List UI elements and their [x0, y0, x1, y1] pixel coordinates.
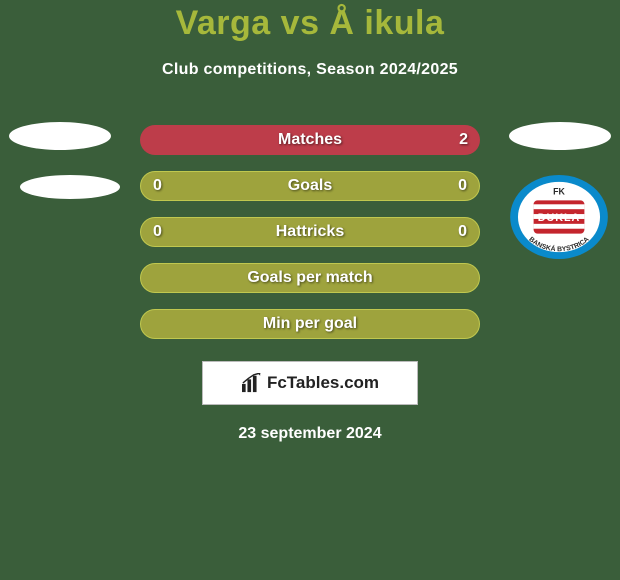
stat-row: Min per goal — [140, 309, 480, 339]
stat-label: Matches — [278, 131, 342, 149]
stat-label: Hattricks — [276, 223, 344, 241]
date-text: 23 september 2024 — [0, 425, 620, 443]
right-player-badge-placeholder — [509, 122, 611, 150]
stat-value-right: 2 — [459, 131, 468, 149]
left-player-badge-placeholder — [9, 122, 111, 150]
stat-value-right: 0 — [458, 223, 467, 241]
stats-area: FK DUKLA BANSKÁ BYSTRICA Matches20Goals0… — [0, 125, 620, 339]
page-title: Varga vs Å ikula — [0, 0, 620, 43]
stat-value-left: 0 — [153, 177, 162, 195]
stat-value-right: 0 — [458, 177, 467, 195]
stat-label: Goals — [288, 177, 332, 195]
stat-row: Goals per match — [140, 263, 480, 293]
stat-label: Min per goal — [263, 315, 357, 333]
footer-brand-text: FcTables.com — [267, 373, 379, 393]
stat-row: 0 Hattricks 0 — [140, 217, 480, 247]
footer-brand-badge[interactable]: FcTables.com — [202, 361, 418, 405]
stat-label: Goals per match — [247, 269, 372, 287]
right-club-logo: FK DUKLA BANSKÁ BYSTRICA — [510, 175, 608, 259]
svg-text:FK: FK — [553, 187, 565, 197]
subtitle: Club competitions, Season 2024/2025 — [0, 61, 620, 79]
svg-text:DUKLA: DUKLA — [538, 212, 580, 224]
left-club-badge-placeholder — [20, 175, 120, 199]
stat-row: 0 Goals 0 — [140, 171, 480, 201]
stat-value-left: 0 — [153, 223, 162, 241]
bars-icon — [241, 373, 263, 393]
root: Varga vs Å ikula Club competitions, Seas… — [0, 0, 620, 580]
stat-row: Matches 2 — [140, 125, 480, 155]
